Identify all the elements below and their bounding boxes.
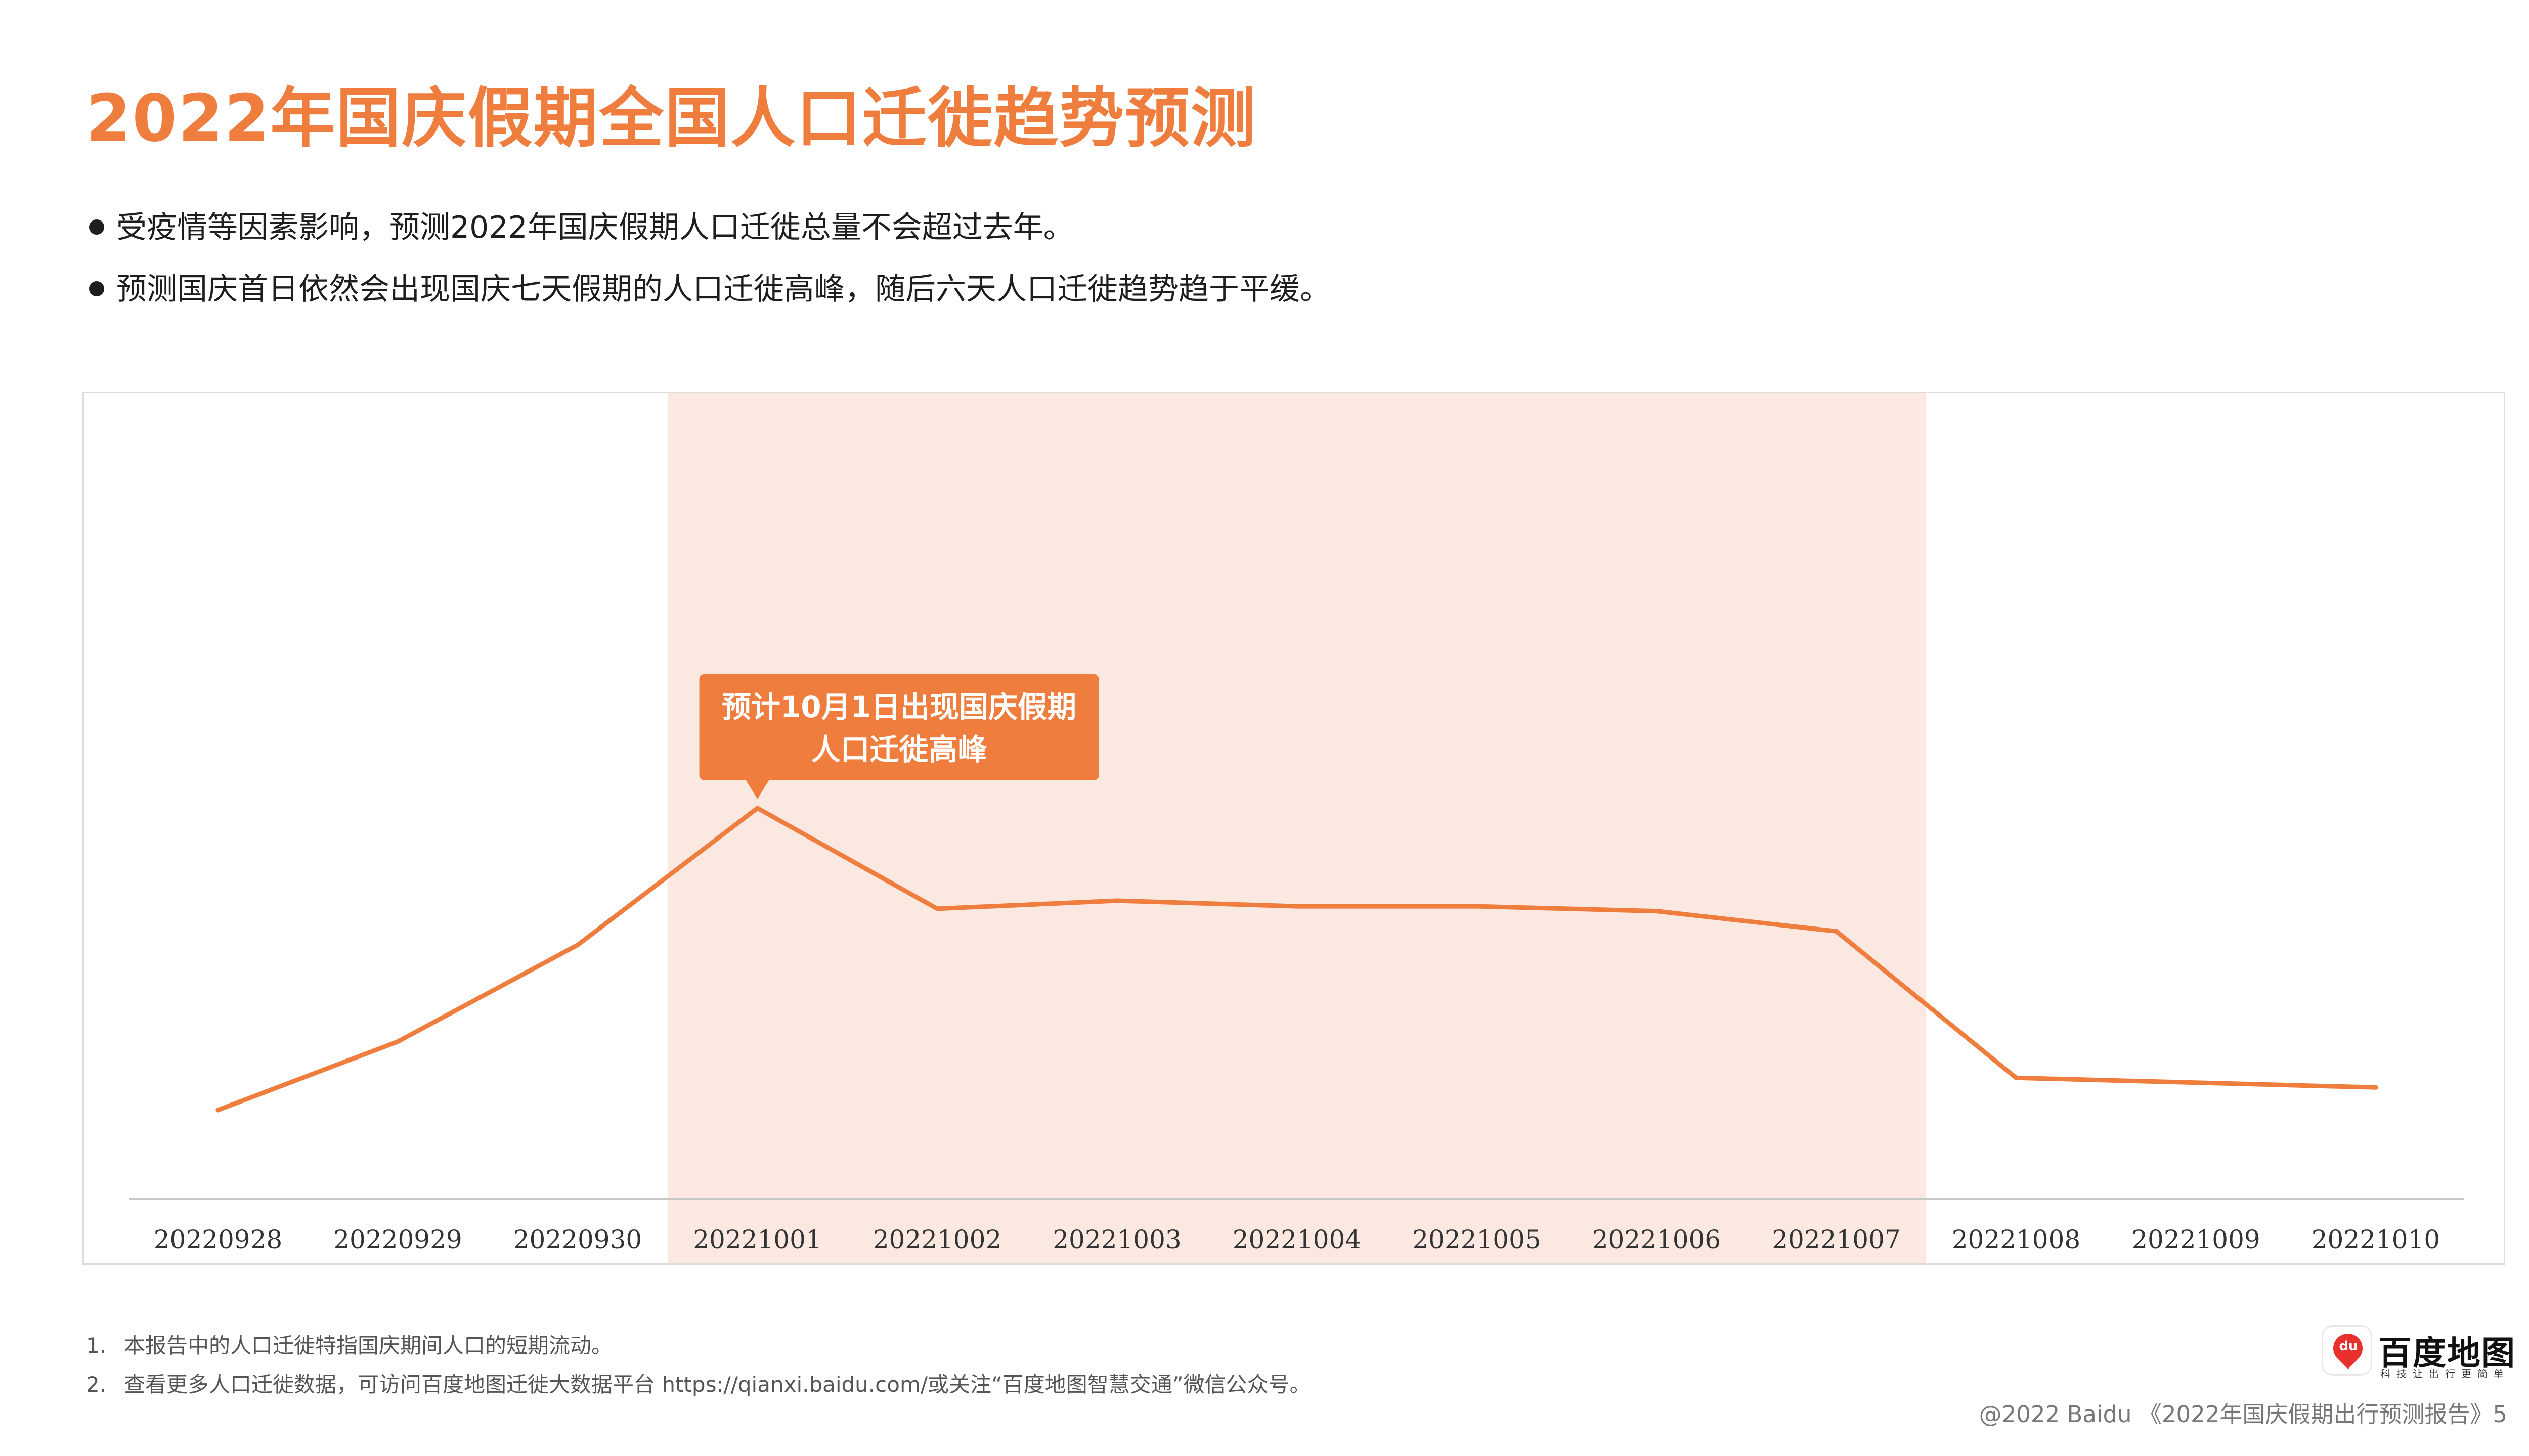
map-pin-icon: du [2322,1325,2372,1376]
x-tick-label: 20221006 [1592,1225,1721,1254]
x-tick-label: 20221001 [693,1225,822,1254]
baidu-map-logo: du 百度地图 科技让出行更简单 [2322,1325,2516,1381]
bullet-dot-icon [89,219,104,235]
x-tick-label: 20221009 [2131,1225,2260,1254]
data-point [1294,904,1299,909]
footnote-item: 2. 查看更多人口迁徙数据，可访问百度地图迁徙大数据平台 https://qian… [86,1374,1311,1395]
x-tick-label: 20221007 [1772,1225,1901,1254]
footnote-item: 1. 本报告中的人口迁徙特指国庆期间人口的短期流动。 [86,1335,1311,1356]
data-point [1115,898,1119,903]
migration-trend-chart: 20220928 20220929 20220930 20221001 20221002… [129,393,2464,1263]
data-point [1654,909,1659,914]
data-point [1834,929,1839,934]
logo-name: 百度地图 [2378,1334,2516,1373]
x-tick-label: 20220928 [154,1225,283,1254]
x-tick-label: 20220929 [333,1225,462,1254]
footnote-number: 1. [86,1333,107,1358]
data-point [935,906,940,911]
bullet-text: 受疫情等因素影响，预测2022年国庆假期人口迁徙总量不会超过去年。 [116,210,1074,245]
footnote-text: 查看更多人口迁徙数据，可访问百度地图迁徙大数据平台 https://qianxi… [124,1372,1311,1397]
bullet-item: 受疫情等因素影响，预测2022年国庆假期人口迁徙总量不会超过去年。 [86,212,1330,243]
data-point [2194,1080,2198,1085]
footnotes: 1. 本报告中的人口迁徙特指国庆期间人口的短期流动。 2. 查看更多人口迁徙数据，可… [86,1335,1311,1413]
data-point [396,1039,400,1044]
footnote-number: 2. [86,1372,107,1397]
data-point [2373,1085,2378,1090]
logo-badge-text: du [2339,1339,2358,1354]
holiday-highlight-band [667,393,1927,1263]
x-tick-label: 20221003 [1053,1225,1182,1254]
summary-bullets: 受疫情等因素影响，预测2022年国庆假期人口迁徙总量不会超过去年。 预测国庆首日… [86,212,1330,336]
bullet-dot-icon [89,281,104,296]
annotation-pointer [745,779,770,799]
data-point [215,1108,221,1113]
footnote-text: 本报告中的人口迁徙特指国庆期间人口的短期流动。 [124,1333,613,1358]
logo-slogan: 科技让出行更简单 [2380,1367,2510,1380]
annotation-text: 预计10月1日出现国庆假期 [722,690,1076,724]
annotation-text: 人口迁徙高峰 [811,732,987,767]
bullet-text: 预测国庆首日依然会出现国庆七天假期的人口迁徙高峰，随后六天人口迁徙趋势趋于平缓。 [116,272,1330,307]
data-point [1474,904,1479,909]
data-point [2014,1075,2019,1080]
x-tick-label: 20221002 [873,1225,1002,1254]
x-tick-label: 20221010 [2312,1225,2440,1254]
x-tick-label: 20221005 [1412,1225,1541,1254]
annotation-box [699,674,1099,780]
data-point [755,806,760,811]
x-tick-label: 20221008 [1952,1225,2081,1254]
x-tick-label: 20221004 [1233,1225,1362,1254]
data-point [575,943,580,948]
copyright-text: @2022 Baidu 《2022年国庆假期出行预测报告》5 [1979,1401,2507,1428]
x-tick-label: 20220930 [513,1225,642,1254]
bullet-item: 预测国庆首日依然会出现国庆七天假期的人口迁徙高峰，随后六天人口迁徙趋势趋于平缓。 [86,274,1330,304]
chart-frame: 20220928 20220929 20220930 20221001 20221002… [82,392,2505,1265]
page-title: 2022年国庆假期全国人口迁徙趋势预测 [86,81,1257,156]
